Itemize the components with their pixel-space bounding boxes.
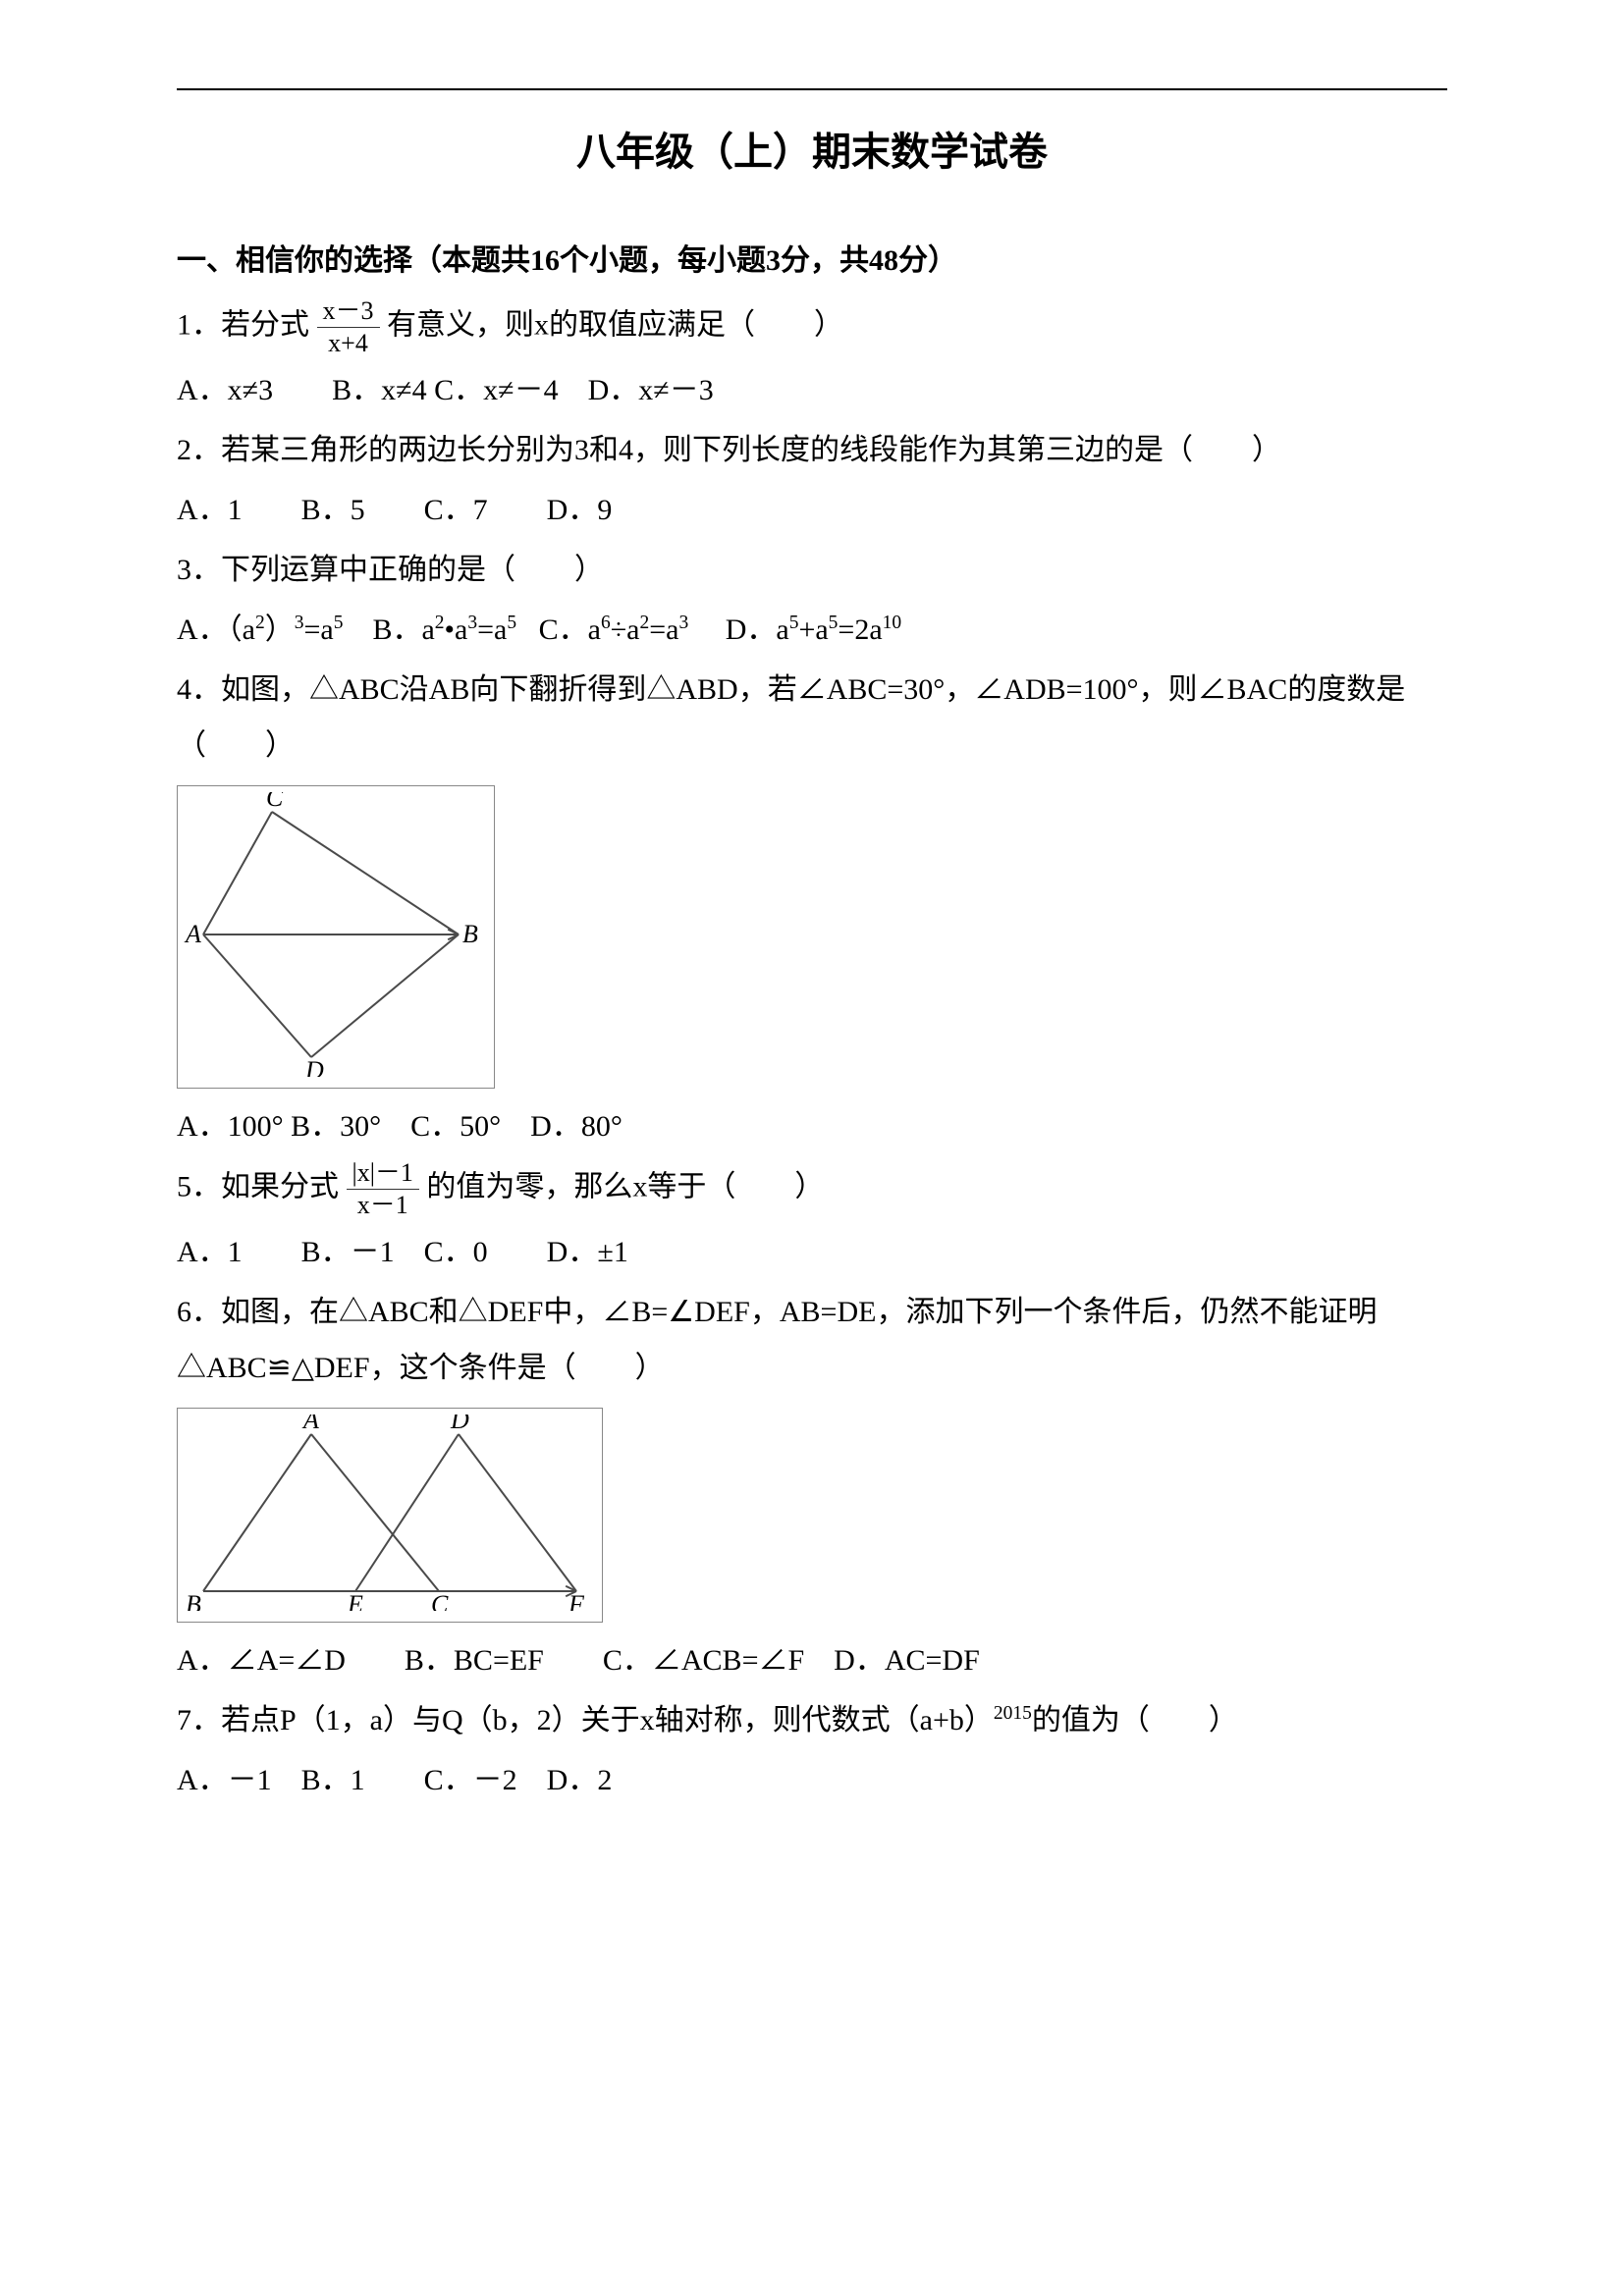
q2-stem: 2．若某三角形的两边长分别为3和4，则下列长度的线段能作为其第三边的是（ ） xyxy=(177,422,1447,478)
q5-fraction: |x|－1 x－1 xyxy=(347,1158,419,1220)
q5-frac-den: x－1 xyxy=(347,1190,419,1220)
q6-figure-frame: A D B E C F xyxy=(177,1408,603,1623)
exp-3c: 3 xyxy=(678,613,688,633)
exp-2: 2 xyxy=(255,613,265,633)
q3-optC-b: ÷a xyxy=(611,614,640,646)
q3-optA-a: A．（a xyxy=(177,614,255,646)
exp-2c: 2 xyxy=(639,613,649,633)
q7-stem-b: 的值为（ ） xyxy=(1032,1704,1238,1736)
exp-6: 6 xyxy=(601,613,611,633)
exp-5: 5 xyxy=(334,613,344,633)
q4-figure-frame: A B C D xyxy=(177,785,495,1089)
q1-stem-b: 有意义，则x的取值应满足（ ） xyxy=(387,308,843,341)
q3-optB-c: =a xyxy=(477,614,507,646)
svg-text:F: F xyxy=(568,1590,585,1611)
q5-stem: 5．如果分式 |x|－1 x－1 的值为零，那么x等于（ ） xyxy=(177,1158,1447,1220)
q3-optD-b: +a xyxy=(798,614,828,646)
svg-text:D: D xyxy=(304,1056,324,1077)
q3-optC-c: =a xyxy=(649,614,678,646)
exp-10: 10 xyxy=(883,613,902,633)
q3-optD-c: =2a xyxy=(838,614,882,646)
q5-options: A．1 B．－1 C．0 D．±1 xyxy=(177,1224,1447,1280)
q7-options: A．－1 B．1 C．－2 D．2 xyxy=(177,1752,1447,1808)
q4-options: A．100° B．30° C．50° D．80° xyxy=(177,1098,1447,1154)
exp-5d: 5 xyxy=(789,613,799,633)
svg-text:C: C xyxy=(266,792,284,812)
q6-stem: 6．如图，在△ABC和△DEF中，∠B=∠DEF，AB=DE，添加下列一个条件后… xyxy=(177,1284,1447,1396)
q2-options: A．1 B．5 C．7 D．9 xyxy=(177,482,1447,538)
q5-frac-num: |x|－1 xyxy=(347,1158,419,1190)
q3-stem: 3．下列运算中正确的是（ ） xyxy=(177,542,1447,598)
exp-5e: 5 xyxy=(829,613,839,633)
q1-frac-den: x+4 xyxy=(317,328,380,358)
q3-optC-a: C．a xyxy=(539,614,601,646)
section-heading: 一、相信你的选择（本题共16个小题，每小题3分，共48分） xyxy=(177,236,1447,279)
q7-exp: 2015 xyxy=(994,1703,1032,1724)
q7-stem-a: 7．若点P（1，a）与Q（b，2）关于x轴对称，则代数式（a+b） xyxy=(177,1704,994,1736)
q4-stem: 4．如图，△ABC沿AB向下翻折得到△ABD，若∠ABC=30°，∠ADB=10… xyxy=(177,662,1447,774)
q1-frac-num: x－3 xyxy=(317,296,380,328)
page-title: 八年级（上）期末数学试卷 xyxy=(177,120,1447,177)
q1-stem-a: 1．若分式 xyxy=(177,308,309,341)
svg-text:C: C xyxy=(431,1590,449,1611)
svg-text:A: A xyxy=(301,1415,319,1434)
q7-stem: 7．若点P（1，a）与Q（b，2）关于x轴对称，则代数式（a+b）2015的值为… xyxy=(177,1692,1447,1748)
q3-options: A．（a2）3=a5 B．a2•a3=a5 C．a6÷a2=a3 D．a5+a5… xyxy=(177,602,1447,658)
svg-text:B: B xyxy=(186,1590,201,1611)
svg-text:D: D xyxy=(450,1415,469,1434)
q3-optB-b: •a xyxy=(445,614,468,646)
exp-2b: 2 xyxy=(435,613,445,633)
q6-figure: A D B E C F xyxy=(184,1415,596,1611)
svg-text:E: E xyxy=(347,1590,363,1611)
q3-optB-a: B．a xyxy=(372,614,434,646)
q5-stem-a: 5．如果分式 xyxy=(177,1170,339,1202)
svg-text:A: A xyxy=(184,920,201,948)
exp-5b: 5 xyxy=(507,613,516,633)
q3-optA-c: =a xyxy=(303,614,333,646)
q1-stem: 1．若分式 x－3 x+4 有意义，则x的取值应满足（ ） xyxy=(177,296,1447,358)
exp-3b: 3 xyxy=(467,613,477,633)
svg-text:B: B xyxy=(462,920,478,948)
q4-figure: A B C D xyxy=(184,792,488,1077)
q1-options: A．x≠3 B．x≠4 C．x≠－4 D．x≠－3 xyxy=(177,362,1447,418)
q3-optD-a: D．a xyxy=(726,614,789,646)
q1-fraction: x－3 x+4 xyxy=(317,296,380,358)
q5-stem-b: 的值为零，那么x等于（ ） xyxy=(426,1170,824,1202)
q6-options: A．∠A=∠D B．BC=EF C．∠ACB=∠F D．AC=DF xyxy=(177,1632,1447,1688)
q3-optA-b: ） xyxy=(265,614,295,646)
